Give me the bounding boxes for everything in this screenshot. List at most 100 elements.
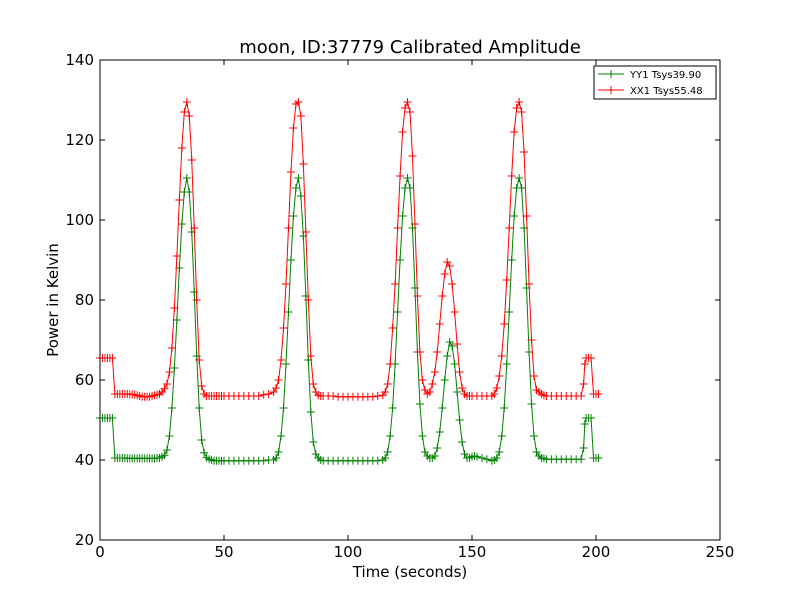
x-tick-label: 50 [214, 543, 233, 561]
data-point-xx1 [329, 392, 338, 400]
data-point-yy1 [415, 400, 424, 408]
data-point-xx1 [453, 340, 462, 348]
data-point-yy1 [418, 432, 427, 440]
data-point-xx1 [381, 388, 390, 396]
data-point-xx1 [309, 380, 318, 388]
data-point-xx1 [301, 228, 310, 236]
legend: YY1 Tsys39.90 XX1 Tsys55.48 [593, 65, 717, 100]
data-point-yy1 [289, 212, 298, 220]
data-point-xx1 [386, 360, 395, 368]
data-point-yy1 [403, 174, 412, 182]
x-axis-ticks: 0 50 100 150 200 250 [95, 60, 734, 561]
y-tick-label: 20 [75, 531, 94, 549]
data-point-yy1 [435, 428, 444, 436]
data-point-xx1 [170, 304, 179, 312]
data-point-yy1 [165, 432, 174, 440]
data-point-xx1 [428, 380, 437, 388]
data-point-yy1 [502, 360, 511, 368]
data-point-yy1 [430, 452, 439, 460]
data-point-yy1 [580, 420, 589, 428]
data-point-xx1 [403, 98, 412, 106]
data-point-yy1 [525, 348, 534, 356]
data-point-xx1 [259, 390, 268, 399]
data-point-xx1 [383, 380, 392, 388]
data-point-yy1 [515, 174, 524, 182]
data-point-xx1 [502, 276, 511, 284]
data-point-yy1 [306, 408, 315, 416]
series-xx1 [96, 98, 603, 401]
data-point-yy1 [182, 174, 191, 182]
data-point-xx1 [495, 372, 504, 380]
data-point-xx1 [517, 108, 526, 116]
data-point-xx1 [527, 336, 536, 344]
data-point-xx1 [284, 224, 293, 232]
data-point-yy1 [500, 404, 509, 412]
y-tick-label: 100 [65, 211, 94, 229]
data-point-yy1 [167, 404, 176, 412]
data-point-xx1 [520, 148, 529, 156]
y-tick-label: 40 [75, 451, 94, 469]
data-point-yy1 [279, 404, 288, 412]
data-point-xx1 [299, 160, 308, 168]
data-point-yy1 [587, 414, 596, 422]
data-point-xx1 [413, 292, 422, 300]
legend-label-xx1: XX1 Tsys55.48 [630, 86, 703, 97]
data-point-xx1 [304, 296, 313, 304]
data-point-yy1 [388, 404, 397, 412]
data-point-xx1 [430, 368, 439, 376]
data-point-yy1 [282, 360, 290, 368]
data-point-xx1 [500, 320, 509, 328]
data-point-yy1 [438, 404, 447, 412]
data-point-yy1 [477, 454, 486, 462]
data-point-xx1 [440, 270, 449, 278]
data-point-yy1 [406, 184, 414, 192]
y-tick-label: 60 [75, 371, 94, 389]
legend-marker-xx1 [607, 86, 615, 94]
data-point-yy1 [200, 448, 209, 457]
data-point-xx1 [490, 390, 499, 398]
data-point-yy1 [530, 432, 538, 440]
data-point-xx1 [274, 376, 283, 384]
data-point-yy1 [291, 184, 300, 192]
series-layer [96, 98, 603, 465]
data-point-yy1 [482, 455, 491, 464]
data-point-xx1 [190, 224, 199, 232]
data-point-xx1 [182, 98, 191, 106]
data-point-yy1 [497, 432, 506, 440]
data-point-xx1 [425, 388, 434, 396]
y-tick-label: 140 [65, 51, 94, 69]
data-point-xx1 [401, 104, 410, 112]
data-point-xx1 [279, 324, 288, 332]
data-point-xx1 [296, 112, 305, 120]
data-point-xx1 [438, 292, 447, 300]
data-point-yy1 [373, 456, 382, 465]
data-point-yy1 [440, 376, 449, 384]
data-point-yy1 [495, 448, 504, 456]
data-point-yy1 [185, 188, 194, 196]
data-point-yy1 [455, 416, 464, 424]
legend-box [593, 65, 717, 100]
y-axis-label: Power in Kelvin [44, 243, 62, 357]
data-point-xx1 [492, 384, 501, 392]
data-point-yy1 [383, 448, 392, 456]
data-point-yy1 [510, 212, 519, 220]
data-point-yy1 [259, 456, 268, 465]
data-point-xx1 [594, 390, 603, 398]
data-point-xx1 [580, 360, 589, 368]
data-point-xx1 [393, 224, 402, 232]
data-point-yy1 [274, 448, 283, 456]
x-tick-label: 150 [458, 543, 487, 561]
data-point-yy1 [577, 455, 586, 464]
data-point-yy1 [505, 308, 514, 316]
data-point-xx1 [286, 168, 295, 176]
data-point-xx1 [192, 296, 201, 304]
data-point-yy1 [396, 256, 405, 264]
data-point-yy1 [195, 404, 204, 412]
legend-label-yy1: YY1 Tsys39.90 [629, 70, 701, 81]
data-point-yy1 [458, 438, 467, 446]
data-point-yy1 [448, 342, 457, 350]
data-point-xx1 [587, 354, 596, 362]
data-point-yy1 [443, 352, 452, 360]
